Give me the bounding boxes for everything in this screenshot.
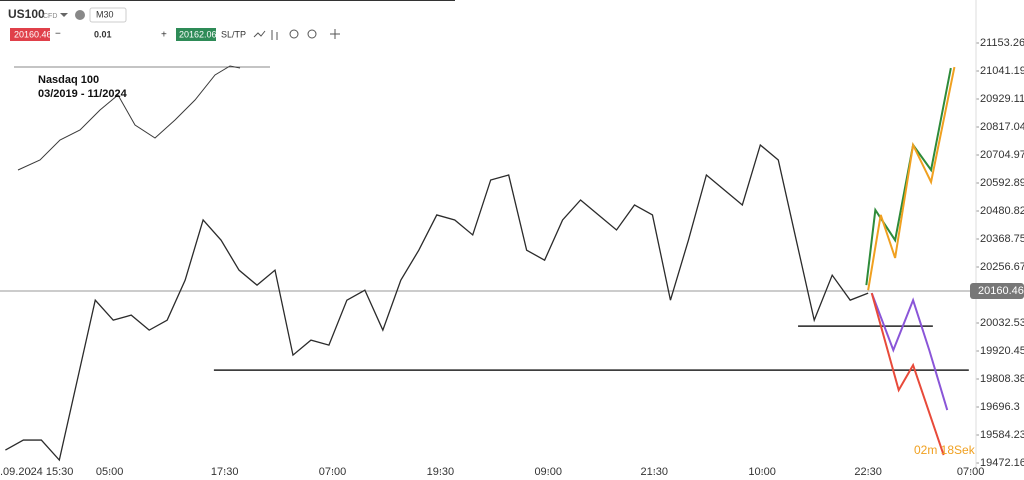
symbol[interactable]: US100 (8, 7, 45, 21)
y-tick-label: 20368.75 (980, 233, 1024, 245)
x-tick-label: 22:30 (854, 466, 882, 478)
volume[interactable]: 0.01 (94, 29, 112, 39)
y-tick-label: 20817.04 (980, 121, 1024, 133)
price-line (865, 67, 952, 286)
y-tick-label: 19920.45 (980, 345, 1024, 357)
timeframe: M30 (96, 9, 114, 19)
sell-button[interactable] (10, 28, 50, 41)
info-icon[interactable] (75, 10, 85, 20)
current-price-badge (970, 283, 1024, 300)
sltp[interactable]: SL/TP (221, 29, 246, 39)
inset-bg (14, 58, 276, 188)
timer: 02m 18Sek (914, 443, 976, 457)
timeframe-box[interactable] (89, 7, 127, 23)
plus[interactable]: + (161, 30, 167, 41)
y-tick-label: 19584.23 (980, 429, 1024, 441)
y-tick-label: 20256.67 (980, 261, 1024, 273)
y-tick-label: 20032.53 (980, 317, 1024, 329)
symbol-dropdown[interactable] (60, 13, 68, 17)
y-tick-label: 19472.16 (980, 457, 1024, 469)
y-tick-label: 20480.82 (980, 205, 1024, 217)
x-tick-label: 07:00 (957, 466, 985, 478)
y-tick-label: 20592.89 (980, 177, 1024, 189)
x-tick-label: 05:00 (96, 466, 124, 478)
minus[interactable]: − (55, 29, 61, 40)
inset: Nasdaq 100 03/2019 - 11/2024 (14, 58, 276, 188)
y-tick-label: 20929.11 (980, 93, 1024, 105)
x-tick-label: 21:30 (640, 466, 668, 478)
tool-icons[interactable] (253, 29, 340, 40)
y-tick-label: 20704.97 (980, 149, 1024, 161)
y-tick-label: 21041.19 (980, 65, 1024, 77)
sell-price: 20160.46 (14, 29, 52, 39)
inset-title: Nasdaq 100 (38, 74, 99, 86)
price-line (870, 292, 945, 456)
y-tick-label: 21153.26 (980, 37, 1024, 49)
symbol-kind: CFD (43, 13, 57, 20)
price-line (867, 66, 956, 291)
x-tick-label: 10:00 (748, 466, 776, 478)
y-tick-label: 19696.3 (980, 401, 1020, 413)
inset-period: 03/2019 - 11/2024 (38, 88, 128, 100)
x-tick-label: 09:00 (534, 466, 562, 478)
x-tick-label: 13.09.2024 15:30 (0, 466, 73, 478)
price-line (5, 143, 869, 462)
inset-chart (17, 65, 241, 171)
buy-price: 20162.06 (179, 29, 217, 39)
price-line (870, 292, 949, 411)
current-price-label: 20160.46 (978, 285, 1024, 297)
x-tick-label: 07:00 (319, 466, 347, 478)
buy-button[interactable] (176, 28, 216, 41)
x-tick-label: 17:30 (211, 466, 239, 478)
y-tick-label: 19808.38 (980, 373, 1024, 385)
x-tick-label: 19:30 (427, 466, 455, 478)
